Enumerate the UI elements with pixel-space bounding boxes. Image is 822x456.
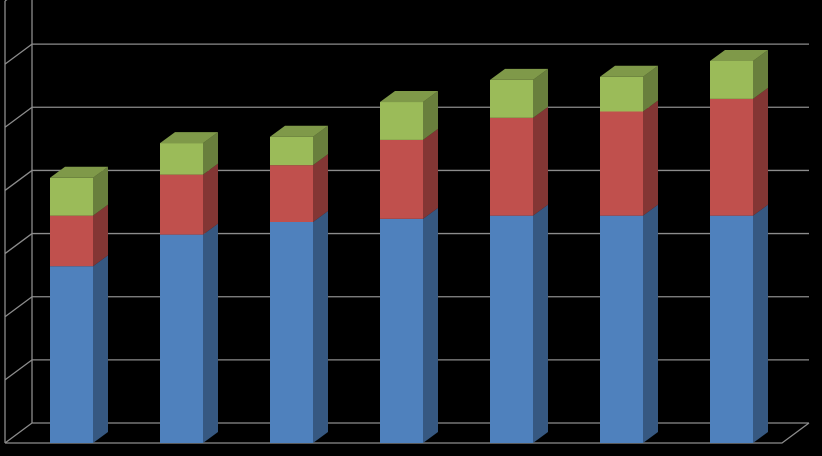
bar-top <box>270 125 328 137</box>
bar-segment-side <box>753 49 768 99</box>
bar-segment-side <box>423 91 438 140</box>
bar-segment <box>380 139 423 219</box>
bar-segment-side <box>753 87 768 216</box>
bars <box>50 49 768 443</box>
bar-segment <box>710 215 753 443</box>
bar-segment <box>490 215 533 443</box>
bar-segment-side <box>753 204 768 443</box>
bar-top <box>710 49 768 61</box>
bar-segment <box>600 215 643 443</box>
bar-segment-side <box>313 154 328 222</box>
bar-segment <box>600 76 643 112</box>
bar-segment-side <box>313 211 328 443</box>
bar-segment-side <box>643 204 658 443</box>
bar-segment-side <box>423 207 438 443</box>
bar-top <box>160 132 218 144</box>
bar-segment <box>50 177 93 216</box>
bar-top <box>490 68 548 80</box>
bar-segment <box>50 215 93 267</box>
bar-segment-side <box>93 255 108 443</box>
bar-segment <box>710 98 753 216</box>
bar-segment <box>710 60 753 99</box>
bar-segment-side <box>93 166 108 216</box>
bar-segment <box>490 79 533 118</box>
bar-segment-side <box>203 132 218 175</box>
bar-segment-side <box>423 128 438 219</box>
bar-segment-side <box>643 65 658 112</box>
bar-segment <box>50 266 93 443</box>
bar-segment <box>160 234 203 443</box>
bar-top <box>380 91 438 103</box>
bar-segment-side <box>643 100 658 216</box>
bar-segment <box>600 111 643 216</box>
gridline <box>4 0 8 2</box>
bar-top <box>50 166 108 178</box>
bar-segment <box>270 136 313 166</box>
bar-segment-side <box>203 223 218 443</box>
bar-segment-side <box>93 204 108 267</box>
gridlines <box>4 0 810 444</box>
bar-segment <box>380 102 423 140</box>
bar-segment <box>270 222 313 443</box>
bar-segment <box>160 174 203 235</box>
bar-top <box>600 65 658 77</box>
gridline <box>4 43 809 65</box>
bar-segment <box>490 117 533 216</box>
bar-segment-side <box>533 68 548 118</box>
bar-segment-side <box>533 204 548 443</box>
bar-segment-side <box>313 125 328 166</box>
bar-segment-side <box>533 106 548 216</box>
bar-segment <box>160 143 203 175</box>
bar-segment <box>380 218 423 443</box>
floor-edge <box>5 422 810 444</box>
bar-segment-side <box>203 163 218 235</box>
bar-segment <box>270 165 313 222</box>
